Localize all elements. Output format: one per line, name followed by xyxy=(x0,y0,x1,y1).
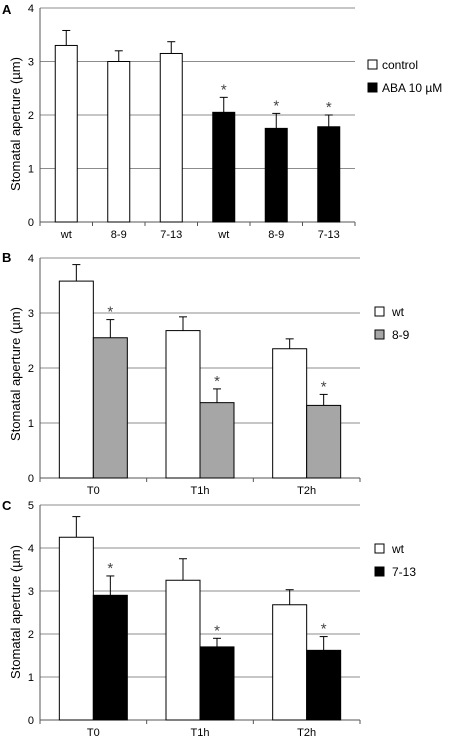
significance-marker: * xyxy=(221,81,227,98)
y-tick-label: 1 xyxy=(28,164,34,176)
bar xyxy=(306,649,342,721)
x-tick-label: T2h xyxy=(297,727,316,739)
x-tick-label: wt xyxy=(60,229,72,241)
x-tick-label: T0 xyxy=(87,727,100,739)
bar xyxy=(317,126,341,223)
bar xyxy=(272,604,308,721)
bar xyxy=(199,402,235,479)
significance-marker: * xyxy=(273,97,279,114)
bar xyxy=(159,52,183,223)
significance-marker: * xyxy=(321,621,327,638)
panel-label-b: B xyxy=(2,250,11,265)
legend-swatch-aba xyxy=(367,82,378,93)
x-tick-label: 8-9 xyxy=(268,229,284,241)
significance-marker: * xyxy=(214,373,220,390)
plot-area-b: 0 1 2 3 4 T0 * T1h * T2h * xyxy=(28,253,361,497)
y-tick-label: 5 xyxy=(28,500,34,512)
panel-a: A Stomatal aperture (µm) 0 1 2 3 4 wt 8-9 7-13 w… xyxy=(2,2,442,241)
significance-marker: * xyxy=(107,560,113,577)
x-tick-label: 8-9 xyxy=(111,229,127,241)
bar xyxy=(107,61,131,223)
legend-swatch-wt-b xyxy=(374,306,385,317)
y-tick-label: 2 xyxy=(28,110,34,122)
bar xyxy=(264,127,288,223)
bar xyxy=(58,536,94,721)
bar xyxy=(199,646,235,721)
significance-marker: * xyxy=(107,304,113,321)
legend-label-7-13: 7-13 xyxy=(392,565,416,579)
y-tick-label: 2 xyxy=(28,629,34,641)
legend-swatch-7-13 xyxy=(374,566,385,577)
y-tick-label: 1 xyxy=(28,418,34,430)
y-tick-label: 0 xyxy=(28,217,34,229)
legend-swatch-control xyxy=(367,59,378,70)
legend-c: wt 7-13 xyxy=(374,542,416,579)
bar xyxy=(165,579,201,721)
legend-swatch-wt-c xyxy=(374,543,385,554)
bar xyxy=(58,280,94,479)
panel-label-c: C xyxy=(2,498,12,513)
x-tick-label: T0 xyxy=(87,485,100,497)
legend-a: control ABA 10 µM xyxy=(367,58,442,95)
legend-swatch-8-9 xyxy=(374,329,385,340)
legend-label-control: control xyxy=(382,58,418,72)
legend-b: wt 8-9 xyxy=(374,305,410,342)
x-tick-label: wt xyxy=(217,229,229,241)
bar xyxy=(54,44,78,223)
x-tick-label: T1h xyxy=(191,485,210,497)
panel-b: B Stomatal aperture (µm) 0 1 2 3 4 T0 * T1h * T2h… xyxy=(2,250,410,497)
plot-area-c: 0 1 2 3 4 5 T0 * T1h * T2h * xyxy=(28,500,361,739)
y-axis-label-c: Stomatal aperture (µm) xyxy=(8,545,23,679)
x-tick-label: T2h xyxy=(297,485,316,497)
y-tick-label: 4 xyxy=(28,3,34,15)
panel-label-a: A xyxy=(2,2,12,17)
bar xyxy=(92,594,128,721)
legend-label-aba: ABA 10 µM xyxy=(382,81,442,95)
bar xyxy=(272,348,308,479)
plot-area-a: 0 1 2 3 4 wt 8-9 7-13 wt * 8-9 * 7-13 * xyxy=(28,3,356,241)
legend-label-wt-c: wt xyxy=(391,542,405,556)
x-tick-label: 7-13 xyxy=(318,229,340,241)
y-axis-label-a: Stomatal aperture (µm) xyxy=(8,57,23,191)
y-tick-label: 2 xyxy=(28,363,34,375)
x-tick-label: 7-13 xyxy=(160,229,182,241)
y-tick-label: 0 xyxy=(28,715,34,727)
legend-label-8-9: 8-9 xyxy=(392,328,410,342)
bar xyxy=(306,404,342,479)
significance-marker: * xyxy=(326,99,332,116)
legend-label-wt-b: wt xyxy=(391,305,405,319)
significance-marker: * xyxy=(321,378,327,395)
bar xyxy=(212,111,236,223)
y-tick-label: 1 xyxy=(28,672,34,684)
y-axis-label-b: Stomatal aperture (µm) xyxy=(8,307,23,441)
y-tick-label: 4 xyxy=(28,253,34,265)
y-tick-label: 0 xyxy=(28,473,34,485)
bar xyxy=(92,337,128,479)
bar xyxy=(165,330,201,479)
x-tick-label: T1h xyxy=(191,727,210,739)
y-tick-label: 3 xyxy=(28,308,34,320)
significance-marker: * xyxy=(214,622,220,639)
y-tick-label: 3 xyxy=(28,586,34,598)
y-tick-label: 4 xyxy=(28,543,34,555)
panel-c: C Stomatal aperture (µm) 0 1 2 3 4 5 T0 * T1h * T2… xyxy=(2,498,416,739)
y-tick-label: 3 xyxy=(28,57,34,69)
